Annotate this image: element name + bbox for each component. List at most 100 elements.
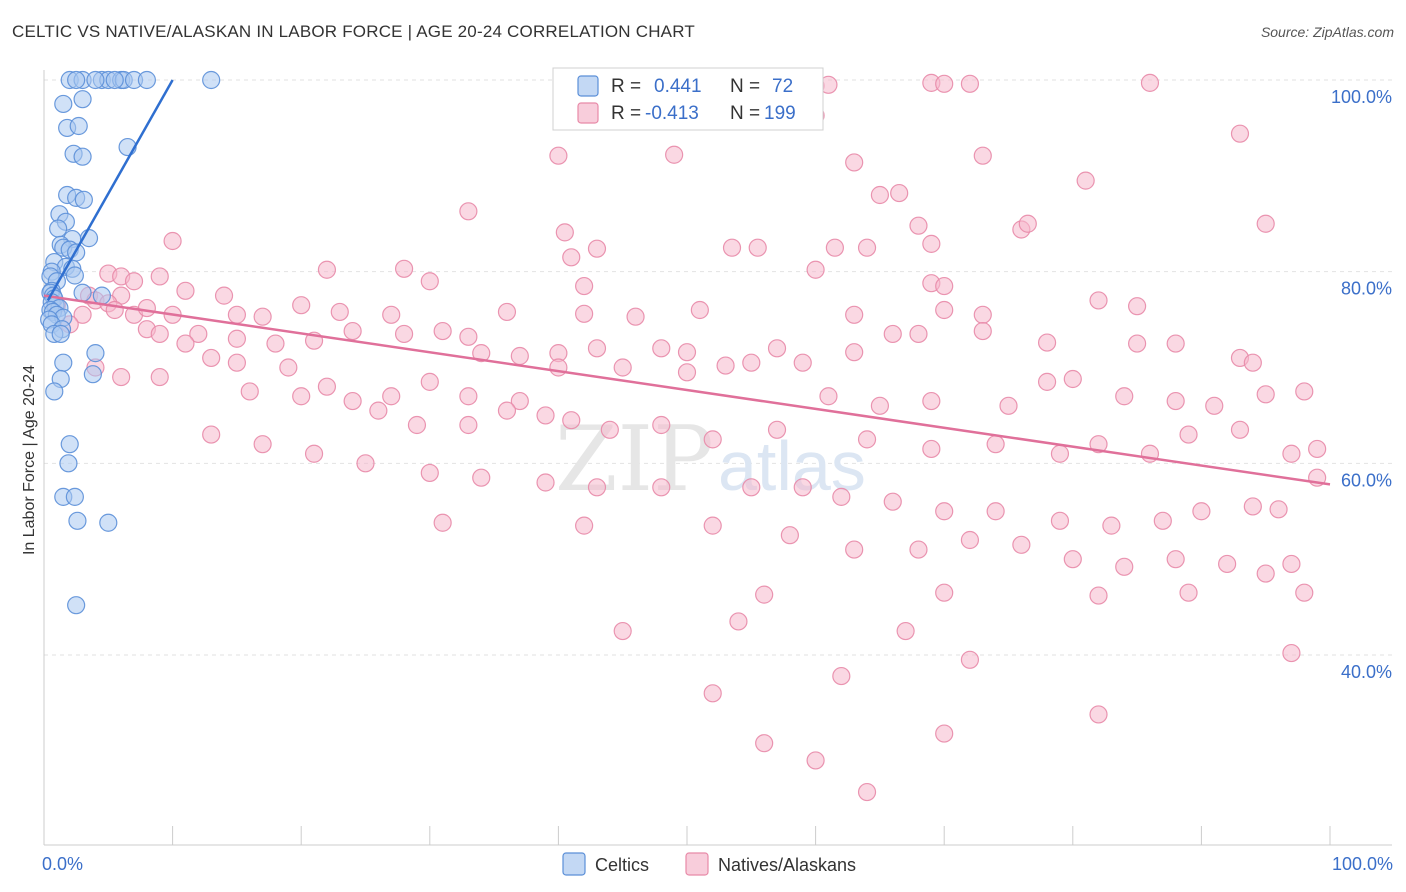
native-point — [845, 540, 864, 559]
native-point — [857, 782, 877, 802]
y-tick-label-100: 100.0% — [1331, 87, 1392, 107]
native-point — [806, 260, 825, 279]
native-point — [176, 334, 195, 353]
celtic-point — [86, 70, 105, 90]
native-point — [1256, 385, 1275, 404]
legend-n-value-natives: 199 — [764, 103, 796, 124]
native-point — [1037, 372, 1057, 391]
native-point — [1308, 439, 1327, 459]
native-point — [1179, 583, 1198, 602]
native-point — [1037, 333, 1057, 352]
native-point — [549, 358, 568, 377]
native-point — [472, 344, 491, 363]
native-point — [1282, 554, 1301, 574]
native-point — [497, 401, 517, 420]
native-point — [1205, 396, 1224, 415]
legend-n-value-celtics: 72 — [772, 76, 793, 97]
source-label: Source: ZipAtlas.com — [1260, 24, 1394, 40]
native-point — [202, 348, 221, 368]
native-point — [343, 391, 362, 411]
native-point — [748, 238, 767, 257]
native-point — [497, 302, 517, 322]
native-point — [317, 260, 337, 279]
x-tick-label-max: 100.0% — [1332, 854, 1393, 874]
native-point — [266, 334, 285, 353]
native-point — [1089, 586, 1108, 605]
native-point — [279, 358, 298, 377]
native-point — [253, 435, 272, 454]
celtic-point — [67, 596, 86, 615]
y-tick-labels: 40.0% 60.0% 80.0% 100.0% — [1331, 87, 1392, 682]
native-point — [1127, 334, 1147, 353]
axes — [43, 70, 1392, 846]
legend-r-value-natives: -0.413 — [645, 103, 699, 124]
native-point — [227, 353, 246, 372]
native-point — [722, 238, 742, 257]
native-point — [960, 650, 980, 669]
native-point — [767, 420, 787, 439]
native-point — [137, 298, 156, 318]
native-point — [1153, 511, 1172, 530]
native-point — [176, 281, 195, 300]
native-point — [677, 343, 697, 362]
celtic-point — [105, 70, 124, 90]
native-point — [1063, 369, 1082, 389]
native-point — [703, 684, 722, 703]
native-point — [1115, 387, 1134, 406]
native-point — [240, 382, 259, 401]
celtic-point — [99, 513, 118, 532]
celtic-point — [86, 344, 105, 363]
native-point — [394, 324, 414, 344]
native-point — [150, 267, 169, 286]
celtic-point — [45, 382, 64, 401]
native-point — [1282, 444, 1301, 463]
native-point — [510, 391, 529, 411]
celtic-point — [137, 70, 156, 90]
native-point — [935, 724, 954, 743]
native-point — [819, 387, 838, 406]
native-point — [394, 259, 414, 278]
celtic-point — [68, 511, 87, 530]
native-point — [1243, 353, 1262, 372]
celtic-point — [83, 365, 102, 384]
legend-n-label-natives: N = — [730, 103, 760, 124]
native-point — [870, 185, 890, 205]
celtic-point — [54, 353, 73, 372]
gridlines — [44, 79, 1392, 656]
bottom-legend-swatch-natives — [685, 852, 709, 876]
native-point — [935, 300, 954, 320]
native-point — [420, 463, 439, 483]
native-point — [909, 324, 928, 344]
native-point — [510, 346, 529, 366]
native-point — [1166, 391, 1185, 411]
native-point — [1282, 643, 1301, 663]
native-point — [356, 454, 375, 473]
native-point — [433, 321, 452, 341]
legend-n-label-celtics: N = — [730, 76, 760, 97]
native-point — [1140, 73, 1160, 92]
native-point — [420, 272, 439, 291]
y-tick-label-60: 60.0% — [1341, 470, 1392, 490]
native-point — [883, 324, 902, 344]
native-point — [999, 396, 1018, 415]
native-point — [652, 415, 671, 435]
native-point — [73, 305, 92, 324]
native-point — [935, 276, 954, 296]
native-point — [575, 516, 594, 535]
native-point — [343, 321, 362, 341]
watermark: ZIP atlas — [555, 407, 866, 512]
native-point — [793, 478, 812, 497]
native-point — [857, 430, 877, 449]
celtic-point — [73, 90, 92, 109]
native-point — [935, 583, 954, 602]
native-point — [613, 358, 632, 377]
native-point — [935, 502, 954, 521]
native-point — [587, 239, 607, 258]
native-point — [652, 478, 671, 497]
native-point — [587, 339, 607, 358]
native-point — [652, 339, 671, 358]
celtic-point — [74, 190, 93, 209]
native-point — [973, 146, 992, 165]
native-point — [1018, 214, 1037, 233]
native-point — [1102, 516, 1121, 535]
